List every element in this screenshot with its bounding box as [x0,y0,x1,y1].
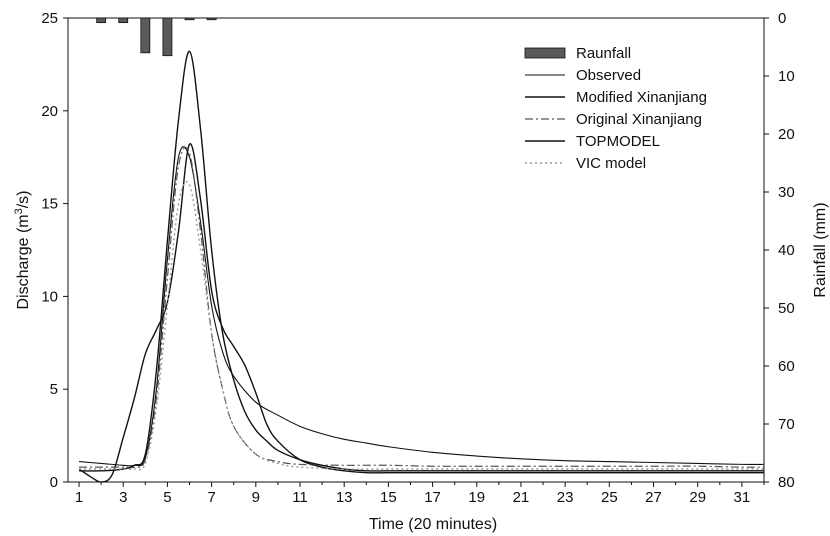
x-tick-label: 21 [513,489,530,506]
legend-swatch [524,47,566,59]
rainfall-bar [184,17,195,21]
rainfall-bar [162,17,173,57]
x-axis-title: Time (20 minutes) [369,516,497,533]
y-right-tick-label: 70 [778,416,795,433]
rainfall-bar [140,17,151,54]
legend: Raunfall Observed Modified Xinanjiang Origi… [524,45,707,172]
legend-label: VIC model [576,155,646,172]
y-axis-left-title: Discharge (m3/s) [13,190,32,309]
series-line [79,146,765,469]
x-tick-label: 11 [292,489,308,506]
y-right-tick-label: 0 [778,10,786,27]
x-tick-label: 5 [163,489,171,506]
rainfall-bar [96,17,107,24]
legend-label: Raunfall [576,45,631,62]
y-axis-right: 0 10 20 30 40 50 60 70 80 [764,10,795,491]
x-tick-label: 23 [557,489,574,506]
legend-label: Modified Xinanjiang [576,89,707,106]
y-left-tick-label: 5 [50,381,58,398]
series-line [78,143,764,483]
series-line [79,146,765,467]
legend-label: Original Xinanjiang [576,111,702,128]
y-right-tick-label: 80 [778,474,795,491]
x-tick-label: 3 [119,489,127,506]
y-axis-left-title-sup: 3 [13,208,25,214]
y-right-tick-label: 50 [778,300,795,317]
y-left-tick-label: 20 [41,103,58,120]
y-right-tick-label: 20 [778,126,795,143]
x-tick-label: 7 [207,489,215,506]
y-axis-left-title-end: /s) [15,190,32,208]
x-tick-label: 9 [252,489,260,506]
legend-label: TOPMODEL [576,133,660,150]
y-right-tick-label: 10 [778,68,795,85]
x-axis: 1 3 5 7 9 11 13 15 17 19 21 23 25 27 29 31 [75,482,765,506]
y-left-tick-label: 10 [41,288,58,305]
legend-label: Observed [576,67,641,84]
y-left-tick-label: 15 [41,196,58,213]
rainfall-bar [206,17,217,21]
y-right-tick-label: 60 [778,358,795,375]
y-right-tick-label: 40 [778,242,795,259]
y-left-tick-label: 25 [41,10,58,27]
rainfall-bars [96,17,217,57]
y-right-tick-label: 30 [778,184,795,201]
series-line [79,181,764,471]
x-tick-label: 17 [424,489,441,506]
y-axis-right-title: Rainfall (mm) [812,202,829,297]
x-tick-label: 15 [380,489,397,506]
x-tick-label: 13 [336,489,353,506]
x-tick-label: 29 [689,489,706,506]
rainfall-bar [118,17,129,24]
x-tick-label: 19 [468,489,485,506]
x-tick-label: 25 [601,489,618,506]
y-axis-left: 0 5 10 15 20 25 [41,10,68,491]
y-left-tick-label: 0 [50,474,58,491]
x-tick-label: 31 [734,489,751,506]
x-tick-label: 1 [75,489,83,506]
series-lines [78,50,765,483]
series-line [79,50,764,472]
x-tick-label: 27 [645,489,662,506]
